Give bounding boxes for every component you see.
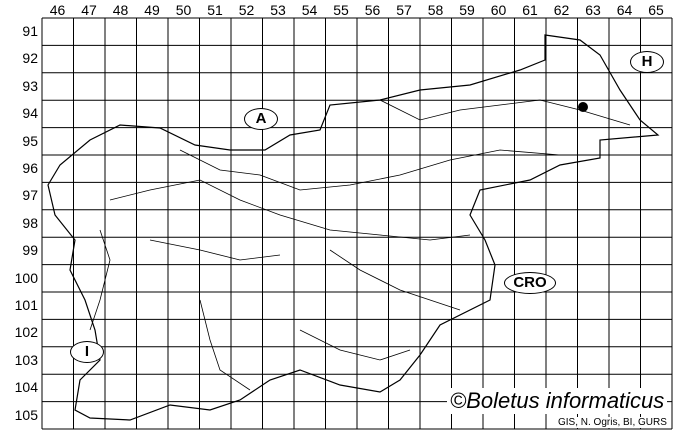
row-label: 95 (22, 132, 38, 149)
row-label: 92 (22, 50, 38, 67)
column-label: 51 (207, 2, 223, 18)
rivers (89, 99, 631, 391)
column-label: 65 (648, 2, 664, 18)
row-label: 102 (14, 324, 38, 341)
row-label: 101 (14, 297, 38, 313)
column-label: 47 (81, 2, 97, 18)
column-label: 60 (490, 2, 507, 18)
column-label: 59 (459, 2, 475, 18)
row-label: 96 (22, 160, 38, 176)
column-label: 48 (112, 2, 129, 18)
column-label: 49 (144, 2, 160, 18)
grid-lines (41, 17, 673, 430)
label-croatia: CRO (504, 272, 556, 294)
column-label: 62 (553, 2, 570, 18)
label-italy: I (70, 341, 104, 363)
row-label: 91 (22, 23, 38, 39)
column-label: 56 (364, 2, 381, 18)
column-label: 55 (333, 2, 349, 18)
column-label: 46 (49, 2, 66, 18)
column-label: 54 (301, 2, 318, 18)
row-label: 104 (14, 379, 38, 396)
column-label: 63 (585, 2, 601, 18)
column-label: 53 (270, 2, 286, 18)
source-text: GIS, N. Ogris, BI, GURS (557, 417, 668, 428)
column-label: 64 (616, 2, 633, 18)
credit-text: ©Boletus informaticus (447, 388, 668, 414)
column-label: 52 (238, 2, 255, 18)
row-label: 103 (14, 351, 38, 368)
label-austria: A (244, 108, 278, 130)
column-label: 50 (175, 2, 192, 18)
row-label: 99 (22, 242, 38, 259)
occurrence-dot (578, 102, 588, 112)
row-label: 98 (22, 214, 38, 231)
country-outline (47, 34, 660, 421)
row-label: 97 (22, 187, 38, 204)
column-label: 61 (522, 2, 538, 18)
row-label: 105 (14, 406, 38, 423)
column-label: 58 (427, 2, 444, 18)
column-label: 57 (396, 2, 412, 18)
row-label: 93 (22, 77, 38, 94)
row-label: 94 (22, 105, 38, 122)
row-label: 100 (14, 269, 38, 286)
label-hungary: H (630, 51, 664, 73)
